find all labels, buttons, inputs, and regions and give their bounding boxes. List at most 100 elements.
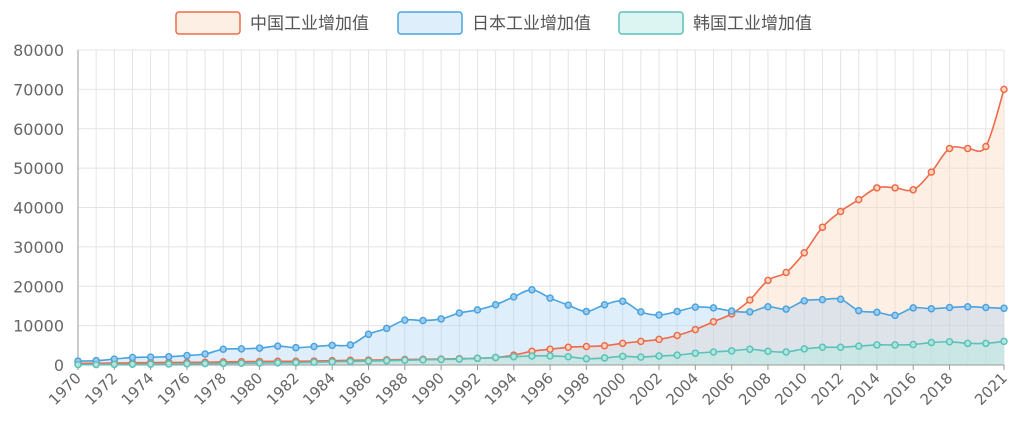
series-line-0[interactable] <box>77 89 1005 365</box>
data-point[interactable] <box>292 358 300 367</box>
series-line-1[interactable] <box>77 288 1005 362</box>
data-point[interactable] <box>546 345 554 353</box>
data-point[interactable] <box>528 286 536 294</box>
data-point[interactable] <box>945 338 954 346</box>
data-point[interactable] <box>691 325 700 334</box>
data-point[interactable] <box>74 360 82 369</box>
data-point[interactable] <box>510 293 518 301</box>
data-point[interactable] <box>927 304 936 313</box>
data-point[interactable] <box>146 360 155 368</box>
data-point[interactable] <box>982 142 990 151</box>
data-point[interactable] <box>1000 85 1008 94</box>
data-point[interactable] <box>909 186 917 194</box>
data-point[interactable] <box>273 359 282 367</box>
data-point[interactable] <box>655 311 663 319</box>
data-point[interactable] <box>165 352 173 361</box>
data-point[interactable] <box>183 351 191 360</box>
data-point[interactable] <box>727 347 736 355</box>
data-point[interactable] <box>92 360 100 369</box>
data-point[interactable] <box>491 353 500 362</box>
data-point[interactable] <box>691 349 700 357</box>
data-point[interactable] <box>437 355 445 364</box>
data-point[interactable] <box>546 352 554 360</box>
data-point[interactable] <box>836 295 845 303</box>
data-point[interactable] <box>310 342 318 351</box>
data-point[interactable] <box>873 184 881 192</box>
data-point[interactable] <box>401 356 409 365</box>
data-point[interactable] <box>255 359 264 367</box>
data-point[interactable] <box>963 339 972 348</box>
data-point[interactable] <box>963 144 972 153</box>
data-point[interactable] <box>455 309 464 317</box>
data-point[interactable] <box>655 335 663 344</box>
data-point[interactable] <box>146 353 155 361</box>
data-point[interactable] <box>691 303 700 311</box>
data-point[interactable] <box>818 295 827 304</box>
data-point[interactable] <box>746 345 754 353</box>
data-point[interactable] <box>328 341 336 350</box>
data-point[interactable] <box>873 308 881 316</box>
data-point[interactable] <box>800 345 809 353</box>
data-point[interactable] <box>873 341 881 349</box>
data-point[interactable] <box>582 342 591 351</box>
data-point[interactable] <box>419 316 427 325</box>
data-point[interactable] <box>637 353 645 361</box>
data-point[interactable] <box>637 308 645 316</box>
data-point[interactable] <box>219 359 228 368</box>
data-point[interactable] <box>945 144 954 153</box>
data-point[interactable] <box>201 350 209 358</box>
data-point[interactable] <box>382 356 391 365</box>
data-point[interactable] <box>237 359 246 367</box>
data-point[interactable] <box>618 339 627 348</box>
data-point[interactable] <box>364 330 373 339</box>
data-point[interactable] <box>673 351 681 359</box>
data-point[interactable] <box>346 357 355 366</box>
data-point[interactable] <box>782 268 790 277</box>
data-point[interactable] <box>764 276 772 285</box>
data-point[interactable] <box>637 337 645 346</box>
data-point[interactable] <box>782 305 790 313</box>
data-point[interactable] <box>1000 304 1008 313</box>
data-point[interactable] <box>982 339 990 348</box>
data-point[interactable] <box>237 345 246 353</box>
data-point[interactable] <box>455 355 464 363</box>
data-point[interactable] <box>219 345 228 353</box>
data-point[interactable] <box>582 307 591 316</box>
data-point[interactable] <box>564 301 572 309</box>
data-point[interactable] <box>128 353 137 362</box>
data-point[interactable] <box>165 360 173 368</box>
data-point[interactable] <box>764 302 772 311</box>
data-point[interactable] <box>528 352 536 360</box>
data-point[interactable] <box>328 358 336 366</box>
legend-item-1[interactable]: 日本工业增加值 <box>397 11 591 35</box>
data-point[interactable] <box>782 348 790 356</box>
data-point[interactable] <box>600 301 609 309</box>
data-point[interactable] <box>800 297 809 305</box>
legend-item-0[interactable]: 中国工业增加值 <box>175 11 369 35</box>
data-point[interactable] <box>419 356 427 364</box>
data-point[interactable] <box>310 358 318 366</box>
data-point[interactable] <box>600 341 609 350</box>
data-point[interactable] <box>183 360 191 368</box>
data-point[interactable] <box>382 324 391 333</box>
data-point[interactable] <box>110 360 119 369</box>
data-point[interactable] <box>600 354 609 362</box>
data-point[interactable] <box>255 344 264 352</box>
data-point[interactable] <box>201 359 209 368</box>
data-point[interactable] <box>1000 337 1008 346</box>
data-point[interactable] <box>909 304 917 312</box>
data-point[interactable] <box>909 340 917 349</box>
data-point[interactable] <box>891 341 899 349</box>
data-point[interactable] <box>982 303 990 312</box>
data-point[interactable] <box>655 352 663 360</box>
data-point[interactable] <box>709 348 718 356</box>
data-point[interactable] <box>128 360 137 368</box>
data-point[interactable] <box>673 307 681 316</box>
data-point[interactable] <box>437 315 445 323</box>
data-point[interactable] <box>927 168 936 176</box>
data-point[interactable] <box>564 352 572 361</box>
data-point[interactable] <box>854 342 863 350</box>
data-point[interactable] <box>473 354 482 363</box>
data-point[interactable] <box>746 308 754 316</box>
data-point[interactable] <box>963 302 972 311</box>
